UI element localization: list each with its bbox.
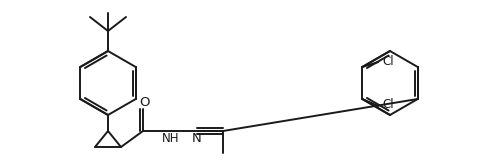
Text: N: N [192, 132, 202, 146]
Text: NH: NH [162, 132, 180, 146]
Text: Cl: Cl [383, 98, 394, 112]
Text: O: O [139, 96, 149, 110]
Text: Cl: Cl [383, 54, 394, 68]
